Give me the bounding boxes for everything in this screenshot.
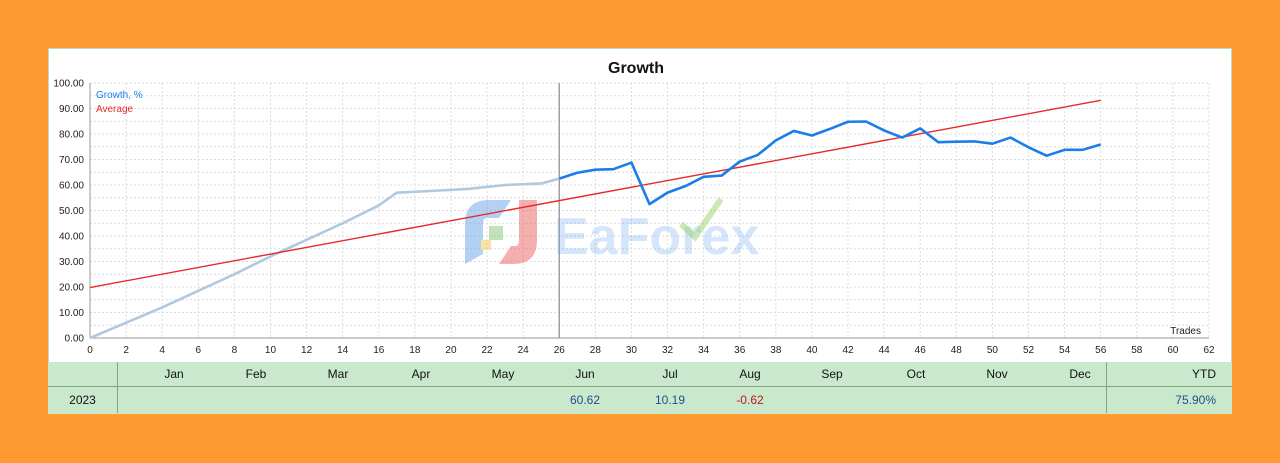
year-row-2023: 2023 60.62 10.19 -0.62 75.90%: [48, 386, 1232, 413]
value-jan: [144, 386, 204, 413]
x-tick-label: 46: [915, 345, 927, 356]
eaforex-logo-icon: [465, 200, 537, 264]
chart-panel: Growth EaForex Growth, % Average Trades …: [48, 48, 1232, 410]
value-dec: [1050, 386, 1110, 413]
header-month-may: May: [491, 367, 515, 381]
growth-series-history-line: [89, 177, 560, 340]
y-tick-labels: 0.00 10.00 20.00 30.00 40.00 50.00 60.00 70.00 8…: [53, 79, 84, 345]
value-aug: -0.62: [736, 392, 764, 407]
x-tick-label: 32: [662, 345, 674, 356]
header-month-oct: Oct: [906, 367, 926, 381]
value-apr: [391, 386, 451, 413]
value-nov: [967, 386, 1027, 413]
x-axis-label: Trades: [1170, 326, 1201, 337]
year-label: 2023: [69, 392, 96, 407]
x-tick-label: 44: [879, 345, 891, 356]
x-tick-label: 16: [373, 345, 385, 356]
month-header-row: Jan Feb Mar Apr May Jun Jul Aug Sep Oct …: [48, 362, 1232, 387]
x-tick-label: 2: [123, 345, 129, 356]
y-tick-label: 0.00: [65, 334, 85, 345]
y-tick-label: 70.00: [59, 155, 84, 166]
x-tick-label: 54: [1059, 345, 1071, 356]
x-tick-label: 12: [301, 345, 313, 356]
header-month-dec: Dec: [1069, 367, 1091, 381]
chart-title: Growth: [608, 60, 664, 77]
x-tick-label: 56: [1095, 345, 1107, 356]
header-month-aug: Aug: [739, 367, 761, 381]
x-tick-label: 4: [159, 345, 165, 356]
x-tick-label: 22: [482, 345, 494, 356]
legend: Growth, % Average: [96, 90, 143, 115]
x-tick-label: 36: [734, 345, 746, 356]
checkmark-icon: [678, 197, 724, 242]
x-tick-label: 42: [842, 345, 854, 356]
average-series-line: [89, 99, 1101, 289]
x-tick-label: 52: [1023, 345, 1035, 356]
column-divider: [1106, 362, 1107, 386]
growth-chart: Growth EaForex Growth, % Average Trades …: [53, 60, 1215, 356]
value-ytd: 75.90%: [1175, 392, 1216, 407]
value-jul: 10.19: [654, 392, 686, 407]
x-tick-label: 14: [337, 345, 349, 356]
x-tick-labels: 0 2 4 6 8 10 12 14 16 18 20 22 24 26 28 30 32 34 36 38 40 42 4…: [87, 345, 1215, 356]
value-may: [473, 386, 533, 413]
x-tick-label: 60: [1167, 345, 1179, 356]
x-tick-label: 8: [232, 345, 238, 356]
y-tick-label: 80.00: [59, 130, 84, 141]
column-divider: [1106, 386, 1107, 413]
y-tick-label: 20.00: [59, 283, 84, 294]
header-month-apr: Apr: [411, 367, 431, 381]
x-tick-label: 48: [951, 345, 963, 356]
x-tick-label: 18: [409, 345, 421, 356]
x-tick-label: 24: [518, 345, 530, 356]
value-oct: [886, 386, 946, 413]
y-tick-label: 10.00: [59, 308, 84, 319]
y-tick-label: 90.00: [59, 104, 84, 115]
value-mar: [308, 386, 368, 413]
x-tick-label: 38: [770, 345, 782, 356]
value-feb: [226, 386, 286, 413]
header-month-jul: Jul: [662, 367, 678, 381]
header-ytd: YTD: [1192, 367, 1216, 381]
y-tick-label: 100.00: [53, 79, 84, 90]
x-tick-label: 6: [196, 345, 202, 356]
x-tick-label: 62: [1203, 345, 1215, 356]
x-tick-label: 28: [590, 345, 602, 356]
grid: [89, 82, 1210, 339]
header-month-jun: Jun: [575, 367, 595, 381]
header-month-nov: Nov: [986, 367, 1008, 381]
x-tick-label: 30: [626, 345, 638, 356]
column-divider: [117, 362, 118, 386]
x-tick-label: 34: [698, 345, 710, 356]
watermark-text: EaForex: [554, 208, 759, 266]
series: [89, 99, 1102, 340]
x-tick-label: 40: [806, 345, 818, 356]
y-tick-label: 30.00: [59, 257, 84, 268]
legend-average: Average: [96, 104, 134, 115]
header-month-sep: Sep: [821, 367, 843, 381]
x-tick-label: 50: [987, 345, 999, 356]
x-tick-label: 0: [87, 345, 93, 356]
y-tick-label: 60.00: [59, 181, 84, 192]
growth-widget: Growth EaForex Growth, % Average Trades …: [48, 48, 1232, 414]
x-tick-label: 58: [1131, 345, 1143, 356]
value-sep: [802, 386, 862, 413]
legend-growth: Growth, %: [96, 90, 143, 101]
header-month-feb: Feb: [245, 367, 267, 381]
x-tick-label: 26: [554, 345, 566, 356]
x-tick-label: 10: [265, 345, 277, 356]
watermark-logo: EaForex: [465, 197, 759, 266]
value-jun: 60.62: [569, 392, 601, 407]
monthly-returns-table: Jan Feb Mar Apr May Jun Jul Aug Sep Oct …: [48, 362, 1232, 414]
header-month-mar: Mar: [327, 367, 349, 381]
column-divider: [117, 386, 118, 413]
y-tick-label: 50.00: [59, 206, 84, 217]
header-month-jan: Jan: [164, 367, 184, 381]
y-tick-label: 40.00: [59, 232, 84, 243]
x-tick-label: 20: [445, 345, 457, 356]
growth-series-line: [558, 120, 1102, 206]
